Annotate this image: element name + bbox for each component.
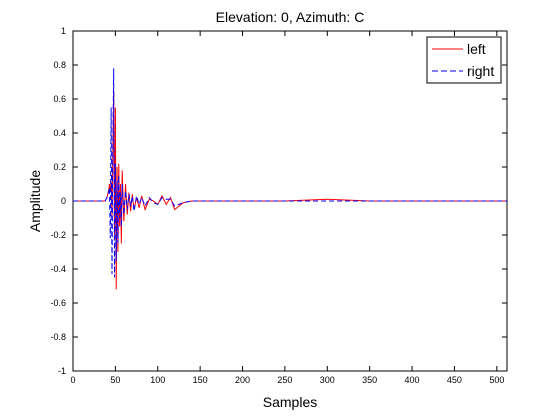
x-tick-label: 450 bbox=[447, 375, 462, 385]
x-tick-label: 200 bbox=[235, 375, 250, 385]
y-tick-label: -1 bbox=[58, 366, 66, 376]
y-tick-label: -0.4 bbox=[50, 264, 66, 274]
y-tick-label: -0.6 bbox=[50, 298, 66, 308]
x-tick-label: 400 bbox=[405, 375, 420, 385]
x-axis-label: Samples bbox=[263, 394, 317, 410]
legend-right-label: right bbox=[467, 63, 494, 79]
y-axis-label: Amplitude bbox=[27, 170, 43, 232]
y-ticks: -1 -0.8 -0.6 -0.4 -0.2 0 0.2 0.4 0.6 0.8 1 bbox=[50, 26, 507, 376]
x-tick-label: 250 bbox=[277, 375, 292, 385]
x-tick-label: 100 bbox=[150, 375, 165, 385]
series-lines bbox=[73, 68, 507, 290]
y-tick-label: 0.6 bbox=[53, 94, 66, 104]
x-tick-label: 350 bbox=[362, 375, 377, 385]
y-tick-label: -0.2 bbox=[50, 230, 66, 240]
series-left-line bbox=[73, 90, 507, 290]
legend-left-label: left bbox=[467, 41, 486, 57]
x-tick-label: 500 bbox=[489, 375, 504, 385]
y-tick-label: 0.8 bbox=[53, 60, 66, 70]
legend: left right bbox=[426, 36, 502, 84]
y-tick-label: 0 bbox=[61, 196, 66, 206]
x-tick-label: 0 bbox=[70, 375, 75, 385]
series-right-line bbox=[73, 68, 507, 278]
legend-box bbox=[426, 36, 502, 84]
y-tick-label: 0.2 bbox=[53, 162, 66, 172]
x-ticks: 0 50 100 150 200 250 300 350 400 450 500 bbox=[70, 31, 504, 385]
chart-title: Elevation: 0, Azimuth: C bbox=[216, 9, 365, 25]
y-tick-label: 0.4 bbox=[53, 128, 66, 138]
y-tick-label: 1 bbox=[61, 26, 66, 36]
x-tick-label: 150 bbox=[193, 375, 208, 385]
y-tick-label: -0.8 bbox=[50, 332, 66, 342]
x-tick-label: 300 bbox=[320, 375, 335, 385]
x-tick-label: 50 bbox=[110, 375, 120, 385]
